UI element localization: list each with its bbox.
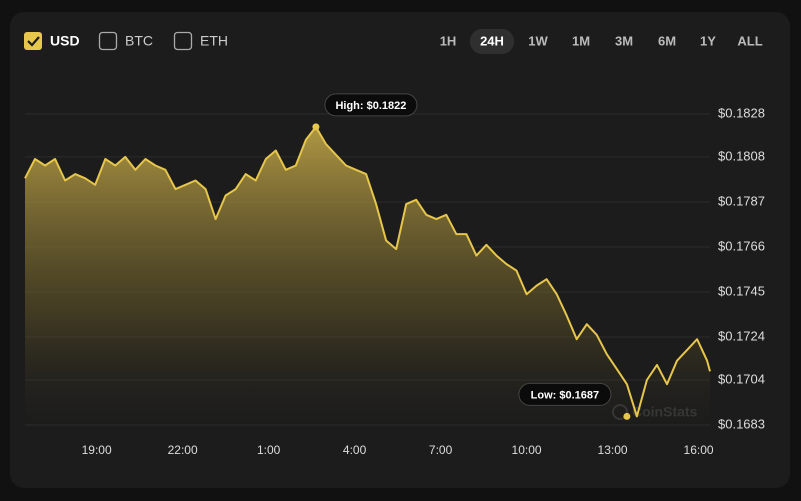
timeframe-button[interactable]: 1M [572, 33, 590, 48]
annotation-point [312, 123, 320, 131]
x-tick-label: 13:00 [598, 443, 628, 457]
x-tick-label: 1:00 [257, 443, 281, 457]
annotation-box [518, 382, 612, 406]
currency-label[interactable]: ETH [200, 33, 228, 49]
annotation-label: High: $0.1822 [335, 100, 406, 112]
timeframe-button[interactable]: 24H [480, 33, 504, 48]
checkbox[interactable] [24, 32, 42, 50]
timeframe-button[interactable]: ALL [737, 33, 762, 48]
area [25, 126, 710, 441]
checkbox[interactable] [173, 31, 193, 51]
y-tick-label: $0.1683 [718, 416, 765, 431]
y-tick-label: $0.1808 [718, 148, 765, 163]
currency-label[interactable]: BTC [125, 33, 153, 49]
annotation-label: Low: $0.1687 [531, 389, 599, 401]
annotation-box [324, 93, 418, 117]
x-tick-label: 19:00 [82, 443, 112, 457]
currency-label[interactable]: USD [50, 33, 80, 49]
timeframe-button[interactable]: 3M [615, 33, 633, 48]
x-tick-label: 16:00 [684, 443, 714, 457]
x-tick-label: 10:00 [512, 443, 542, 457]
line [24, 125, 711, 418]
timeframe-active-bg [470, 29, 514, 54]
y-tick-label: $0.1745 [718, 283, 765, 298]
y-tick-label: $0.1724 [718, 328, 765, 343]
timeframe-button[interactable]: 1Y [700, 33, 716, 48]
checkmark [27, 36, 40, 47]
y-tick-label: $0.1766 [718, 238, 765, 253]
checkbox[interactable] [98, 31, 118, 51]
x-tick-label: 4:00 [343, 443, 367, 457]
timeframe-button[interactable]: 6M [658, 33, 676, 48]
y-tick-label: $0.1704 [718, 371, 765, 386]
x-tick-label: 22:00 [168, 443, 198, 457]
x-tick-label: 7:00 [429, 443, 453, 457]
y-tick-label: $0.1828 [718, 105, 765, 120]
timeframe-button[interactable]: 1H [440, 33, 457, 48]
y-tick-label: $0.1787 [718, 193, 765, 208]
timeframe-button[interactable]: 1W [528, 33, 548, 48]
annotation-point [623, 412, 631, 420]
